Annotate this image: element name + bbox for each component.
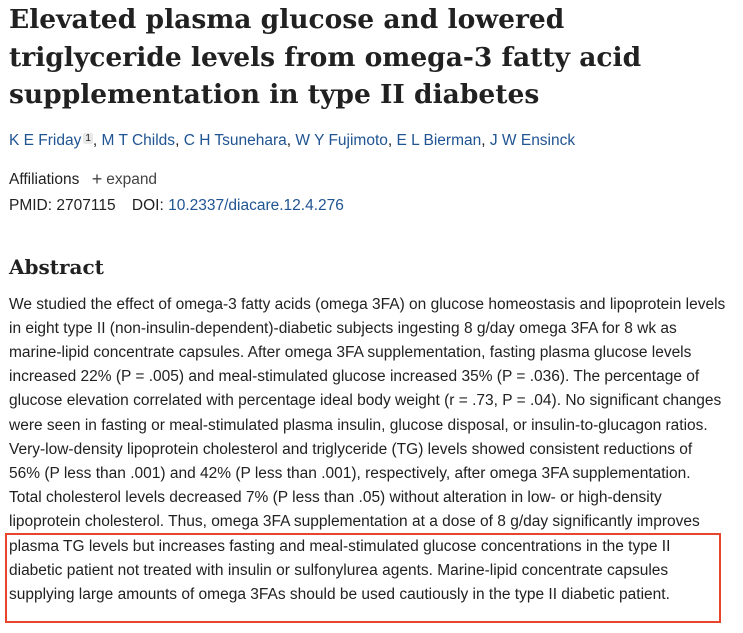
expand-affiliations-button[interactable]: + expand xyxy=(91,168,158,189)
abstract-paragraph: We studied the effect of omega-3 fatty a… xyxy=(9,295,726,603)
doi-label: DOI: xyxy=(131,196,164,214)
abstract-heading: Abstract xyxy=(9,254,104,279)
author-link[interactable]: W Y Fujimoto xyxy=(295,131,388,149)
article-title: Elevated plasma glucose and lowered trig… xyxy=(9,4,642,110)
doi-link[interactable]: 10.2337/diacare.12.4.276 xyxy=(168,196,344,214)
author-link[interactable]: C H Tsunehara xyxy=(183,131,287,149)
author-link[interactable]: M T Childs xyxy=(101,131,176,149)
article-page: Elevated plasma glucose and lowered trig… xyxy=(9,0,734,607)
abstract-body: We studied the effect of omega-3 fatty a… xyxy=(9,293,727,608)
author-link[interactable]: E L Bierman xyxy=(396,131,482,149)
identifiers-row: PMID: 2707115 DOI: 10.2337/diacare.12.4.… xyxy=(9,195,734,217)
affiliation-marker[interactable]: 1 xyxy=(83,132,93,144)
author-list: K E Friday 1, M T Childs, C H Tsunehara, … xyxy=(9,131,576,149)
affiliations-label: Affiliations xyxy=(9,170,80,188)
pmid-value: 2707115 xyxy=(56,196,116,214)
author-link[interactable]: K E Friday 1 xyxy=(9,131,93,149)
affiliations-row: Affiliations + expand xyxy=(9,167,734,191)
plus-icon: + xyxy=(91,168,103,189)
author-link[interactable]: J W Ensinck xyxy=(489,131,576,149)
pmid-label: PMID: xyxy=(9,196,53,214)
